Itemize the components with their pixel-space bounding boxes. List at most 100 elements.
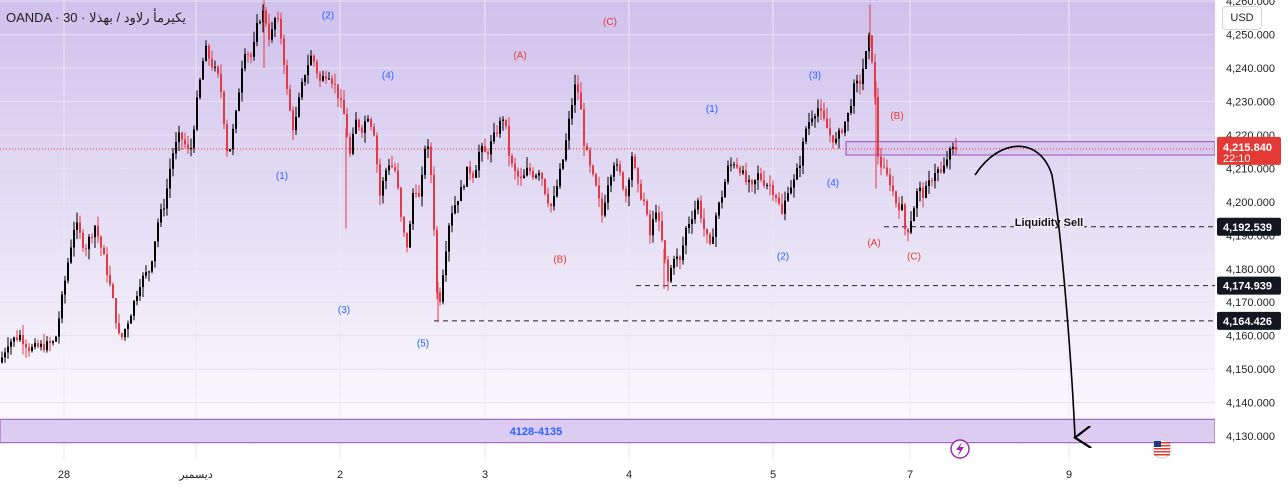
- wave-label: (C): [603, 17, 617, 28]
- candle-body: [835, 138, 837, 143]
- candle-body: [361, 127, 363, 133]
- candle-body: [109, 275, 111, 285]
- current-price-tag: [1217, 136, 1281, 165]
- candle-body: [205, 45, 207, 62]
- x-tick-label: 9: [1066, 469, 1072, 481]
- candle-body: [412, 192, 414, 225]
- flag-stripe: [1154, 448, 1170, 450]
- candle-body: [34, 343, 36, 347]
- candle-body: [763, 179, 765, 186]
- candle-body: [49, 341, 51, 343]
- candle-body: [457, 201, 459, 206]
- candle-body: [316, 61, 318, 74]
- candle-body: [292, 110, 294, 131]
- x-axis[interactable]: 28 ديسمبر 2 3 4 5 7 9: [0, 460, 1215, 489]
- zones: 4128-4135: [0, 141, 1216, 444]
- candle-body: [502, 119, 504, 121]
- flag-stripe: [1154, 442, 1170, 444]
- wave-label: (4): [382, 71, 394, 82]
- candle-body: [7, 346, 9, 353]
- y-tick-label: 4,210.000: [1226, 163, 1275, 175]
- flag-stripe: [1154, 445, 1170, 447]
- candle-body: [769, 184, 771, 186]
- candle-body: [202, 61, 204, 80]
- candle-body: [505, 119, 507, 126]
- candle-body: [634, 156, 636, 168]
- candle-body: [421, 174, 423, 197]
- candle-body: [481, 146, 483, 153]
- currency-button[interactable]: USD: [1222, 6, 1262, 30]
- candles: [1, 0, 957, 364]
- candle-body: [901, 204, 903, 211]
- y-axis[interactable]: 4,130.000 4,140.000 4,150.000 4,160.000 4,17…: [1215, 0, 1288, 489]
- candle-body: [415, 192, 417, 194]
- candle-body: [271, 29, 273, 40]
- candle-body: [514, 163, 516, 171]
- candle-body: [394, 167, 396, 171]
- candle-body: [922, 187, 924, 199]
- candle-body: [424, 148, 426, 175]
- candle-body: [79, 222, 81, 233]
- candle-body: [547, 193, 549, 204]
- candle-body: [871, 35, 873, 62]
- candle-body: [334, 83, 336, 85]
- candle-body: [541, 172, 543, 179]
- candle-body: [499, 120, 501, 134]
- candle-body: [805, 128, 807, 142]
- candle-body: [121, 333, 123, 338]
- candle-body: [466, 166, 468, 187]
- candle-body: [439, 292, 441, 302]
- candle-body: [253, 41, 255, 57]
- candle-body: [760, 173, 762, 180]
- candle-body: [778, 197, 780, 204]
- candle-body: [697, 200, 699, 210]
- candle-body: [904, 204, 906, 229]
- candle-body: [328, 78, 330, 80]
- candle-body: [70, 247, 72, 263]
- candle-body: [133, 300, 135, 316]
- candle-body: [244, 53, 246, 69]
- candle-body: [469, 166, 471, 174]
- candle-body: [373, 126, 375, 136]
- candle-body: [178, 132, 180, 143]
- candle-body: [352, 133, 354, 154]
- candle-body: [751, 180, 753, 185]
- candle-body: [445, 251, 447, 276]
- candle-body: [940, 169, 942, 173]
- candle-body: [688, 224, 690, 228]
- candle-body: [25, 344, 27, 348]
- candle-body: [598, 185, 600, 199]
- candle-body: [511, 155, 513, 164]
- candle-body: [310, 55, 312, 66]
- wave-label: (2): [777, 251, 789, 262]
- candle-body: [322, 76, 324, 81]
- candle-body: [433, 174, 435, 230]
- candle-body: [418, 193, 420, 197]
- candle-body: [487, 152, 489, 155]
- candle-body: [826, 118, 828, 129]
- candle-body: [448, 225, 450, 252]
- candle-body: [259, 22, 261, 24]
- candle-body: [391, 165, 393, 168]
- candle-body: [781, 203, 783, 214]
- lightning-icon-bolt: [956, 442, 964, 456]
- candle-body: [775, 195, 777, 198]
- flag-canton: [1154, 441, 1161, 447]
- candle-body: [550, 203, 552, 207]
- y-tick-label: 4,170.000: [1226, 297, 1275, 309]
- y-tick-label: 4,230.000: [1226, 97, 1275, 109]
- candle-body: [319, 73, 321, 81]
- candle-body: [829, 128, 831, 136]
- candle-body: [217, 66, 219, 74]
- candle-body: [526, 167, 528, 176]
- candle-body: [274, 18, 276, 30]
- candle-body: [589, 150, 591, 166]
- candle-body: [928, 180, 930, 186]
- candle-body: [682, 245, 684, 261]
- candle-body: [664, 240, 666, 260]
- candle-body: [376, 135, 378, 165]
- candle-body: [307, 65, 309, 76]
